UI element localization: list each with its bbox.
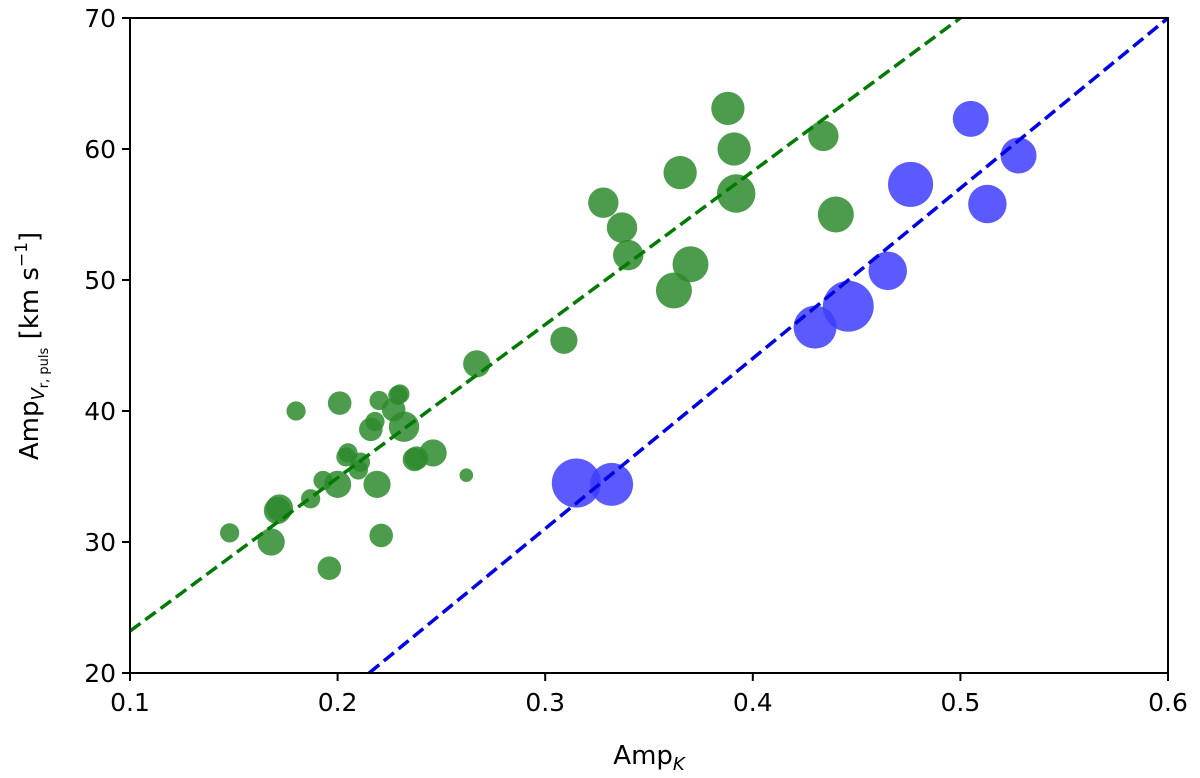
axis-ticks [122,17,1169,681]
marker-series-1-point-32 [613,239,644,271]
y-axis-label: AmpVr, puls [km s−1] [12,232,52,460]
y-tick-label: 20 [84,659,116,688]
marker-series-1-point-27 [459,468,474,482]
data-markers [220,91,1037,580]
marker-series-1-point-39 [808,120,839,152]
x-tick-label: 0.5 [941,688,981,717]
fit-line-series-1 [128,16,962,633]
marker-series-1-point-22 [390,384,410,404]
plot-frame [129,17,1169,674]
marker-series-1-point-9 [324,470,352,498]
y-tick-label: 70 [84,4,116,33]
marker-series-1-point-8 [317,556,342,580]
marker-series-1-point-28 [463,350,491,378]
marker-series-2-point-2 [590,462,634,506]
x-tick-labels: 0.1 0.2 0.3 0.4 0.5 0.6 [110,688,1188,717]
marker-series-1-point-16 [365,411,385,432]
marker-series-1-point-30 [588,187,619,218]
x-tick-label: 0.1 [110,688,150,717]
y-tick-label: 50 [84,266,116,295]
marker-series-2-point-9 [1000,137,1037,174]
marker-series-1-point-1 [220,523,240,543]
marker-series-1-point-35 [672,246,709,283]
marker-series-1-point-5 [286,401,306,421]
y-tick-label: 30 [84,528,116,557]
marker-series-2-point-1 [551,458,601,508]
x-tick-label: 0.6 [1148,688,1188,717]
marker-series-1-point-19 [369,523,393,548]
y-tick-labels: 20 30 40 50 60 70 [84,4,116,688]
marker-series-1-point-37 [717,132,751,166]
marker-series-1-point-4 [265,494,294,522]
x-axis-label: AmpK [613,741,686,775]
x-tick-label: 0.2 [318,688,358,717]
marker-series-1-point-38 [716,174,756,213]
marker-series-1-point-36 [711,91,745,126]
x-tick-label: 0.3 [525,688,565,717]
y-tick-label: 60 [84,135,116,164]
marker-series-1-point-17 [363,470,391,498]
marker-series-1-point-31 [606,212,638,243]
marker-series-1-point-10 [327,391,352,415]
y-tick-label: 40 [84,397,116,426]
marker-series-1-point-2 [257,528,285,556]
marker-series-1-point-33 [655,272,692,309]
marker-series-1-point-26 [419,439,447,467]
marker-series-1-point-29 [550,326,578,354]
fit-line-series-2 [368,16,1170,675]
x-tick-label: 0.4 [733,688,773,717]
marker-series-2-point-4 [822,280,874,332]
marker-series-2-point-8 [968,184,1007,224]
marker-series-2-point-7 [952,100,989,137]
marker-series-1-point-34 [663,155,697,190]
fit-lines [128,16,1170,675]
marker-series-2-point-6 [888,161,934,207]
marker-series-1-point-40 [817,196,854,233]
marker-series-2-point-5 [868,251,907,291]
